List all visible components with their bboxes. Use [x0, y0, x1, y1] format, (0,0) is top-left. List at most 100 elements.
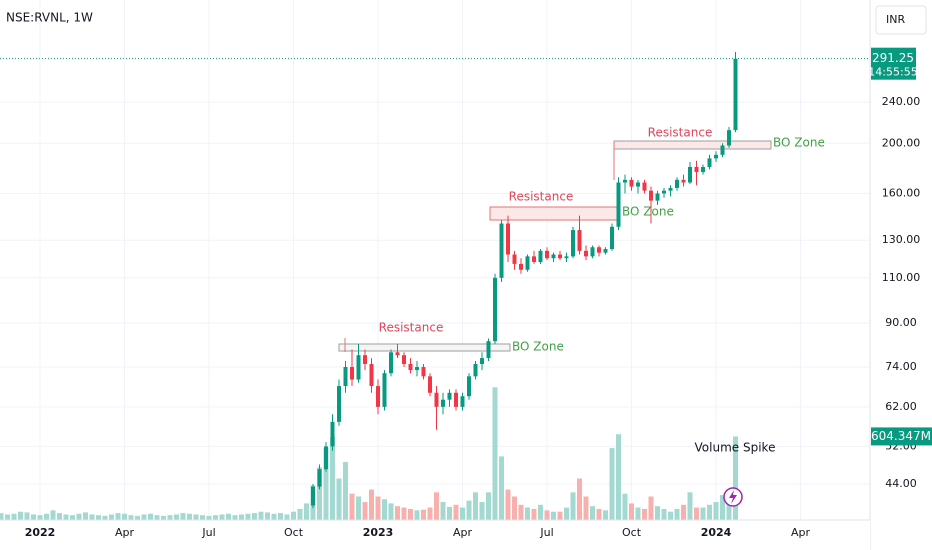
volume-bar: [5, 514, 10, 520]
candle-body: [603, 249, 608, 253]
volume-bar: [161, 515, 166, 520]
volume-bar: [271, 513, 277, 520]
candle-body: [616, 182, 621, 227]
candle-body: [389, 352, 393, 374]
candle-body: [350, 367, 354, 380]
candle-body: [577, 230, 582, 251]
volume-bar: [687, 492, 693, 520]
volume-bar: [96, 515, 101, 520]
volume-bar: [694, 507, 699, 520]
volume-bar: [726, 492, 732, 520]
y-tick-label: 74.00: [885, 360, 917, 373]
volume-bar: [681, 504, 686, 520]
volume-bar: [596, 508, 602, 520]
volume-bar: [44, 513, 49, 520]
candle-body: [597, 247, 601, 253]
volume-bar: [499, 456, 504, 520]
zones: [338, 140, 772, 352]
volume-bar: [167, 515, 173, 520]
x-tick-label: Jul: [539, 526, 553, 539]
annotation: BO Zone: [512, 340, 564, 354]
volume-bar: [583, 496, 589, 520]
candle-body: [642, 182, 647, 191]
volume-bar: [349, 493, 355, 520]
volume-bar: [577, 478, 582, 520]
volume-bar: [531, 508, 537, 520]
candle-body: [311, 486, 315, 506]
candle-body: [369, 364, 374, 387]
volume-bar: [414, 510, 420, 520]
volume-bar: [453, 504, 459, 520]
volume-bar: [551, 511, 556, 520]
candle-body: [668, 187, 673, 191]
volume-bar: [109, 514, 114, 520]
candle-body: [623, 179, 627, 183]
volume-bar: [661, 508, 667, 520]
volume-bar: [466, 500, 472, 520]
volume-bar: [382, 499, 387, 520]
volume-bar: [278, 513, 283, 520]
volume-bar: [258, 511, 264, 520]
candle-body: [343, 367, 348, 387]
volume-bar: [252, 513, 257, 520]
candle-body: [493, 277, 497, 342]
volume-bar: [265, 512, 270, 520]
candle-body: [330, 421, 335, 447]
grid: [0, 0, 870, 520]
x-tick-label: 2023: [363, 526, 394, 539]
candle-body: [525, 256, 530, 270]
last-price-box: [871, 47, 916, 80]
countdown: 14:55:55: [868, 66, 917, 79]
volume-bar: [63, 514, 69, 520]
volume-bar: [401, 507, 407, 520]
volume-bar: [648, 496, 654, 520]
volume-bar: [544, 510, 550, 520]
y-tick-label: 200.00: [882, 136, 921, 149]
volume-label: 604.347M: [871, 429, 931, 443]
volume-bar: [603, 510, 608, 520]
volume-bar: [668, 511, 673, 520]
y-tick-label: 130.00: [882, 233, 921, 246]
candle-body: [363, 355, 367, 365]
candle-body: [402, 355, 406, 365]
candle-body: [421, 367, 426, 377]
candle-body: [376, 386, 380, 407]
candle-body: [356, 355, 361, 380]
volume-bar: [518, 504, 524, 520]
y-tick-label: 44.00: [885, 477, 917, 490]
x-tick-label: Apr: [115, 526, 135, 539]
annotation: Volume Spike: [695, 441, 776, 455]
candle-body: [454, 392, 458, 407]
volume-bar: [733, 436, 738, 520]
zone-box: [489, 206, 621, 221]
volume-bar: [50, 510, 56, 520]
y-tick-label: 160.00: [882, 186, 921, 199]
volume-bar: [180, 513, 186, 520]
candle-body: [506, 223, 510, 255]
y-tick-label: 90.00: [885, 316, 917, 329]
volume-bar: [707, 504, 712, 520]
candle-body: [655, 193, 660, 201]
y-tick-label: 110.00: [882, 271, 921, 284]
candle-body: [558, 254, 562, 259]
currency-button[interactable]: [875, 5, 927, 35]
x-tick-label: Oct: [284, 526, 304, 539]
volume-bar: [70, 515, 75, 520]
volume-bar: [479, 502, 485, 520]
candle-body: [324, 446, 328, 470]
volume-bar: [245, 513, 251, 520]
volume-bar: [187, 513, 192, 520]
x-tick-label: 2024: [701, 526, 732, 539]
volume-bar: [336, 478, 342, 520]
candles: [311, 52, 738, 509]
event-icon-bolt: [729, 490, 737, 504]
volume-bar: [31, 514, 36, 520]
candle-body: [415, 367, 419, 371]
candle-body: [694, 166, 699, 173]
candle-body: [519, 263, 523, 270]
volume-bar: [570, 492, 576, 520]
annotation: Resistance: [648, 126, 713, 140]
price-axis: [870, 0, 932, 550]
volume-bar: [154, 515, 160, 520]
candle-body: [636, 182, 640, 187]
